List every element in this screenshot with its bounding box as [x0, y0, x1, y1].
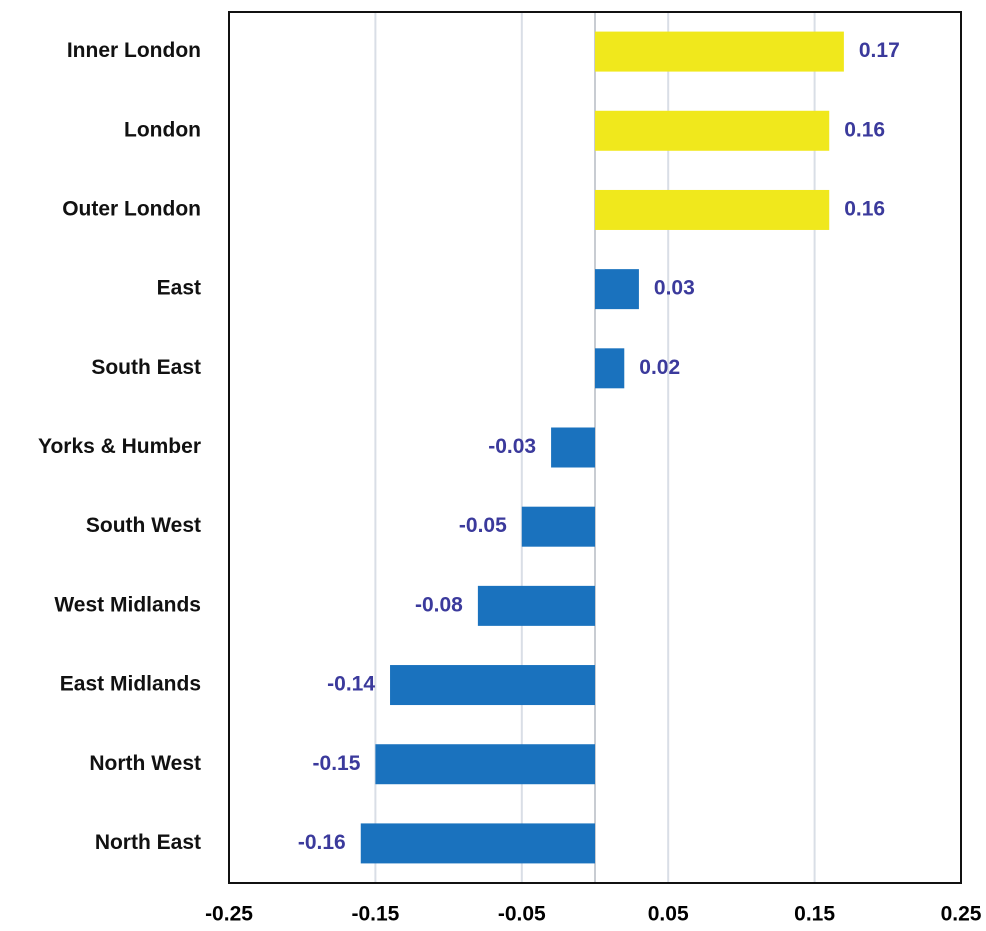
y-tick-label: East Midlands: [60, 673, 201, 696]
bar: [595, 189, 830, 230]
y-tick-label: West Midlands: [54, 593, 201, 616]
x-tick-label: 0.15: [794, 903, 835, 926]
y-tick-label: North West: [89, 752, 201, 775]
value-label: -0.14: [327, 673, 375, 696]
bar: [595, 348, 625, 389]
bar: [375, 744, 595, 785]
plot-border: [228, 11, 962, 884]
x-tick-label: -0.25: [205, 903, 253, 926]
bar: [521, 506, 595, 547]
value-label: 0.16: [844, 118, 885, 141]
value-label: 0.03: [654, 277, 695, 300]
x-tick-label: 0.25: [941, 903, 982, 926]
bar: [551, 427, 595, 468]
y-tick-label: London: [124, 118, 201, 141]
x-tick-label: -0.15: [351, 903, 399, 926]
value-label: 0.02: [639, 356, 680, 379]
value-label: -0.16: [298, 831, 346, 854]
value-label: -0.08: [415, 593, 463, 616]
y-tick-label: Outer London: [62, 198, 201, 221]
y-tick-label: South East: [91, 356, 201, 379]
x-tick-label: -0.05: [498, 903, 546, 926]
bar: [595, 269, 639, 310]
bar: [595, 110, 830, 151]
y-tick-label: North East: [95, 831, 201, 854]
bar: [477, 585, 595, 626]
y-tick-label: Inner London: [67, 39, 201, 62]
value-label: -0.15: [313, 752, 361, 775]
value-label: 0.17: [859, 39, 900, 62]
y-tick-label: South West: [86, 514, 201, 537]
value-label: 0.16: [844, 198, 885, 221]
y-tick-label: East: [157, 277, 201, 300]
x-tick-label: 0.05: [648, 903, 689, 926]
y-tick-label: Yorks & Humber: [38, 435, 201, 458]
value-label: -0.03: [488, 435, 536, 458]
bar: [360, 823, 595, 864]
value-label: -0.05: [459, 514, 507, 537]
bar: [390, 665, 595, 706]
bar: [595, 31, 844, 72]
